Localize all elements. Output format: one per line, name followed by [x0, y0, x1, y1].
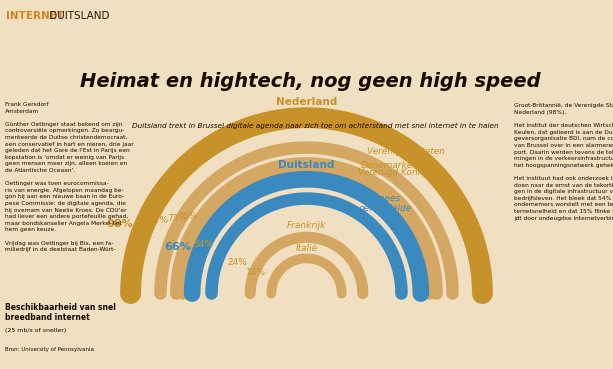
Text: Duitsland: Duitsland	[278, 161, 335, 170]
Text: Frankrijk: Frankrijk	[287, 221, 326, 230]
Text: Duitsland trekt in Brussel digitale agenda naar zich toe om achterstand met snel: Duitsland trekt in Brussel digitale agen…	[132, 123, 498, 129]
Text: (25 mb/s of sneller): (25 mb/s of sneller)	[5, 328, 66, 334]
Text: Frank Gersdorf
Amsterdam

Günther Oettinger staat bekend om zijn
controversiële : Frank Gersdorf Amsterdam Günther Oetting…	[5, 102, 134, 252]
Text: Bron: University of Pennsylvania: Bron: University of Pennsylvania	[5, 347, 94, 352]
Text: 66%: 66%	[164, 242, 191, 252]
Text: Verenigde Staten: Verenigde Staten	[367, 146, 445, 156]
Text: INTERNET: INTERNET	[6, 11, 64, 21]
Text: 82%: 82%	[148, 215, 169, 225]
Text: 70%: 70%	[177, 213, 197, 221]
Text: 14%: 14%	[246, 268, 266, 277]
Text: 24%: 24%	[227, 258, 248, 267]
Text: Beschikbaarheid van snel
breedband internet: Beschikbaarheid van snel breedband inter…	[5, 303, 116, 322]
Text: DUITSLAND: DUITSLAND	[46, 11, 110, 21]
Text: Nederland: Nederland	[276, 97, 337, 107]
Text: 73%: 73%	[167, 214, 187, 224]
Text: Groot-Brittannië, de Verenigde Staten en
Nederland (98%).

Het Institut der deut: Groot-Brittannië, de Verenigde Staten en…	[514, 103, 613, 221]
Text: Italië: Italië	[295, 244, 318, 253]
Text: 98%: 98%	[107, 219, 134, 229]
Text: Heimat en hightech, nog geen high speed: Heimat en hightech, nog geen high speed	[80, 72, 540, 91]
Text: Denemarken: Denemarken	[361, 161, 419, 170]
Text: 54%: 54%	[193, 239, 213, 248]
Text: Europees
gemiddelde: Europees gemiddelde	[359, 194, 412, 213]
Text: Verenigd Koninkrijk: Verenigd Koninkrijk	[358, 168, 445, 177]
